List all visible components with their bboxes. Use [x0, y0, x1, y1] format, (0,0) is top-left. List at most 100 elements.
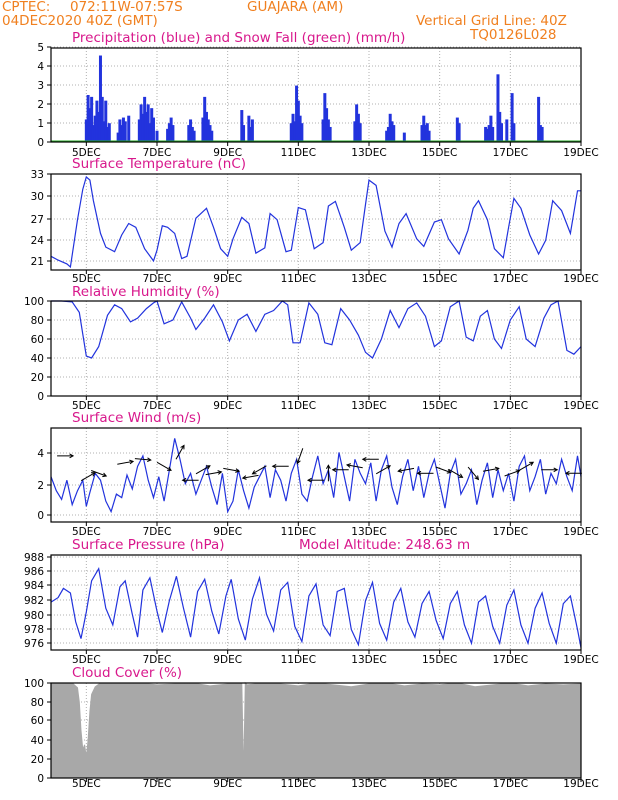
wind-arrow	[398, 467, 415, 472]
temperature-xtick: 19DEC	[563, 273, 598, 285]
precip-bar	[240, 110, 244, 142]
precip-bar	[171, 125, 175, 142]
precip-bar	[326, 119, 330, 142]
precip-bar	[353, 121, 357, 142]
pressure-ytick: 984	[24, 580, 44, 592]
precip-bar	[144, 111, 148, 142]
wind-arrow-head	[166, 466, 172, 471]
pressure-xtick: 11DEC	[281, 654, 316, 666]
precip-bar	[206, 119, 210, 142]
precip-frame	[50, 47, 582, 143]
wind-arrow	[448, 468, 463, 478]
wind-ytick: 2	[37, 480, 44, 492]
wind-arrow	[117, 460, 134, 465]
humidity-frame	[50, 300, 582, 397]
cloud-xtick: 7DEC	[143, 778, 172, 790]
wind-ytick: 0	[37, 510, 44, 522]
pressure-xtick: 15DEC	[422, 654, 457, 666]
pressure-xtick: 5DEC	[72, 654, 101, 666]
cloud-ytick: 0	[37, 773, 44, 785]
wind-arrow-head	[446, 469, 452, 474]
cloud-xtick: 19DEC	[563, 778, 598, 790]
pressure-ytick: 978	[24, 624, 44, 636]
cloud-ytick: 80	[31, 697, 44, 709]
precip-bar	[118, 119, 122, 142]
wind-xtick: 9DEC	[213, 526, 242, 538]
temperature-frame	[50, 173, 582, 271]
humidity-title: Relative Humidity (%)	[72, 284, 220, 300]
wind-arrow	[467, 466, 479, 480]
pressure-line	[50, 566, 582, 648]
precip-bar	[151, 117, 155, 142]
precip-bar	[190, 126, 194, 142]
cloud-title: Cloud Cover (%)	[72, 665, 182, 681]
pressure-ytick: 986	[24, 566, 44, 578]
humidity-xtick: 9DEC	[213, 400, 242, 412]
precip-ytick: 4	[37, 61, 44, 73]
precip-bar	[323, 93, 327, 142]
wind-arrow-head	[306, 477, 312, 483]
wind-arrow	[375, 465, 391, 475]
precip-bar	[249, 126, 253, 142]
wind-arrow	[519, 461, 534, 471]
precip-bar	[167, 123, 171, 142]
precip-bar	[104, 100, 108, 142]
precip-bar	[325, 108, 329, 142]
cloud-xtick: 13DEC	[351, 778, 386, 790]
humidity-ytick: 20	[31, 372, 44, 384]
precip-bar	[86, 95, 90, 142]
header-grid-note: Vertical Grid Line: 40Z	[416, 13, 567, 29]
precip-bar	[390, 121, 394, 142]
wind-arrow	[252, 465, 267, 475]
precip-bar	[358, 123, 362, 142]
humidity-xtick: 17DEC	[493, 400, 528, 412]
humidity-xtick: 5DEC	[72, 400, 101, 412]
humidity-xtick: 19DEC	[563, 400, 598, 412]
wind-arrow-head	[529, 461, 535, 466]
wind-arrow	[504, 470, 520, 477]
wind-arrow-head	[553, 467, 559, 473]
cloud-xtick: 9DEC	[213, 778, 242, 790]
precip-bar	[120, 125, 124, 142]
precip-bar	[496, 74, 500, 142]
precip-bar	[321, 119, 325, 142]
precip-bar	[95, 100, 99, 142]
precip-bar	[148, 123, 152, 142]
precip-bar	[356, 113, 360, 142]
wind-xtick: 5DEC	[72, 526, 101, 538]
precip-bar	[143, 96, 147, 142]
cloud-xtick: 11DEC	[281, 778, 316, 790]
temperature-ytick: 30	[31, 191, 44, 203]
precip-bar	[137, 119, 141, 142]
cloud-xtick: 17DEC	[493, 778, 528, 790]
precip-bar	[498, 111, 502, 142]
precip-bar	[208, 125, 212, 142]
precip-bar	[540, 126, 544, 142]
precip-ytick: 0	[37, 137, 44, 149]
precip-xtick: 13DEC	[351, 147, 386, 159]
wind-arrow-head	[181, 477, 187, 483]
precip-bar	[385, 130, 389, 142]
precip-bar	[386, 126, 390, 142]
precip-bar	[106, 126, 110, 142]
wind-arrow-head	[271, 463, 277, 469]
cloud-xtick: 15DEC	[422, 778, 457, 790]
precip-bar	[491, 126, 495, 142]
precip-xtick: 19DEC	[563, 147, 598, 159]
wind-arrow-head	[205, 465, 211, 470]
precip-bar	[500, 123, 503, 142]
pressure-xtick: 13DEC	[351, 654, 386, 666]
cloud-ytick: 20	[31, 754, 44, 766]
wind-arrow-head	[146, 457, 152, 463]
precip-bar	[97, 111, 101, 142]
precip-bar	[203, 96, 207, 142]
wind-arrow	[223, 467, 240, 472]
precip-bar	[455, 117, 459, 142]
precip-bar	[150, 108, 154, 142]
wind-arrow-head	[217, 470, 223, 475]
pressure-frame	[50, 554, 582, 651]
pressure-ytick: 982	[24, 595, 44, 607]
precip-bar	[116, 132, 120, 142]
temperature-xtick: 17DEC	[493, 273, 528, 285]
humidity-ytick: 60	[31, 334, 44, 346]
